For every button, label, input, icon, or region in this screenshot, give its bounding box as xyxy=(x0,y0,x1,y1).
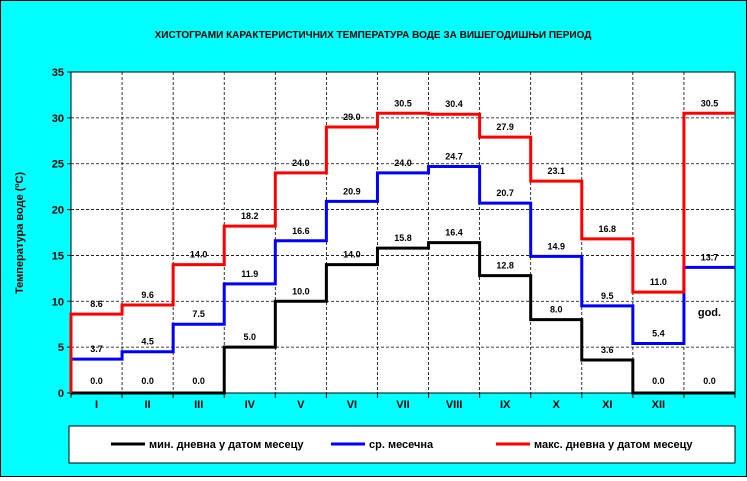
data-label: 24.0 xyxy=(394,158,412,168)
data-label: 0.0 xyxy=(192,376,205,386)
data-label: 8.6 xyxy=(90,299,103,309)
y-tick-label: 5 xyxy=(58,342,64,354)
data-label: 20.9 xyxy=(343,186,361,196)
plot-background xyxy=(70,71,736,394)
data-label: 3.7 xyxy=(90,344,103,354)
annual-annotation: god. xyxy=(698,307,721,319)
data-label: 30.5 xyxy=(701,98,719,108)
x-tick-label: IX xyxy=(500,399,511,411)
data-label: 9.6 xyxy=(141,290,154,300)
data-label: 27.9 xyxy=(496,122,514,132)
data-label: 24.7 xyxy=(445,151,463,161)
y-tick-label: 30 xyxy=(52,113,64,125)
y-tick-label: 15 xyxy=(52,250,64,262)
y-tick-label: 20 xyxy=(52,205,64,217)
data-label: 11.9 xyxy=(241,269,258,279)
data-label: 0.0 xyxy=(141,376,154,386)
data-label: 15.8 xyxy=(394,233,412,243)
data-label: 20.7 xyxy=(496,188,514,198)
legend-label-0: мин. дневна у датом месецу xyxy=(149,439,304,451)
legend-box xyxy=(68,425,736,464)
data-label: 30.4 xyxy=(445,99,463,109)
data-label: 0.0 xyxy=(652,376,665,386)
x-tick-label: II xyxy=(145,399,151,411)
x-tick-label: III xyxy=(194,399,203,411)
data-label: 16.4 xyxy=(445,228,463,238)
series-line-0 xyxy=(71,241,735,395)
data-label: 14.0 xyxy=(343,250,361,260)
data-label: 4.5 xyxy=(141,337,154,347)
data-label: 30.5 xyxy=(394,98,412,108)
data-label: 0.0 xyxy=(703,376,716,386)
legend-label-2: макс. дневна у датом месецу xyxy=(534,439,693,451)
x-tick-label: I xyxy=(95,399,98,411)
series-line-2 xyxy=(69,111,735,393)
data-label: 23.1 xyxy=(547,166,565,176)
x-tick-label: XII xyxy=(652,399,665,411)
series-line-1 xyxy=(69,164,735,393)
data-label: 9.5 xyxy=(601,291,614,301)
data-label: 14.9 xyxy=(547,241,565,251)
data-label: 16.6 xyxy=(292,226,310,236)
data-label: 18.2 xyxy=(241,211,259,221)
x-tick-label: VII xyxy=(396,399,409,411)
data-label: 16.8 xyxy=(599,224,617,234)
data-label: 10.0 xyxy=(292,286,310,296)
y-tick-label: 0 xyxy=(58,388,64,400)
data-label: 3.6 xyxy=(601,345,614,355)
data-label: 12.8 xyxy=(496,261,514,271)
data-label: 5.0 xyxy=(244,332,257,342)
x-tick-label: X xyxy=(553,399,561,411)
data-label: 11.0 xyxy=(650,277,667,287)
legend-label-1: ср. месечна xyxy=(369,439,434,451)
chart-title: ХИСТОГРАМИ КАРАКТЕРИСТИЧНИХ ТЕМПЕРАТУРА … xyxy=(155,30,592,41)
legend: мин. дневна у датом месецу ср. месечна мак… xyxy=(68,425,736,464)
y-tick-label: 10 xyxy=(52,296,64,308)
data-label: 8.0 xyxy=(550,305,563,315)
data-label: 7.5 xyxy=(192,309,205,319)
y-axis-label: Температура воде (ºC) xyxy=(14,172,26,294)
x-tick-label: V xyxy=(297,399,305,411)
y-tick-label: 35 xyxy=(52,67,64,79)
data-label: 29.0 xyxy=(343,112,361,122)
data-label: 5.4 xyxy=(652,328,665,338)
x-tick-label: VIII xyxy=(446,399,463,411)
data-label: 14.0 xyxy=(190,250,208,260)
data-label: 24.0 xyxy=(292,158,310,168)
y-tick-label: 25 xyxy=(52,159,64,171)
data-label: 13.7 xyxy=(701,252,719,262)
data-label: 0.0 xyxy=(90,376,103,386)
x-tick-label: VI xyxy=(347,399,357,411)
x-tick-label: XI xyxy=(602,399,612,411)
x-tick-label: IV xyxy=(245,399,256,411)
